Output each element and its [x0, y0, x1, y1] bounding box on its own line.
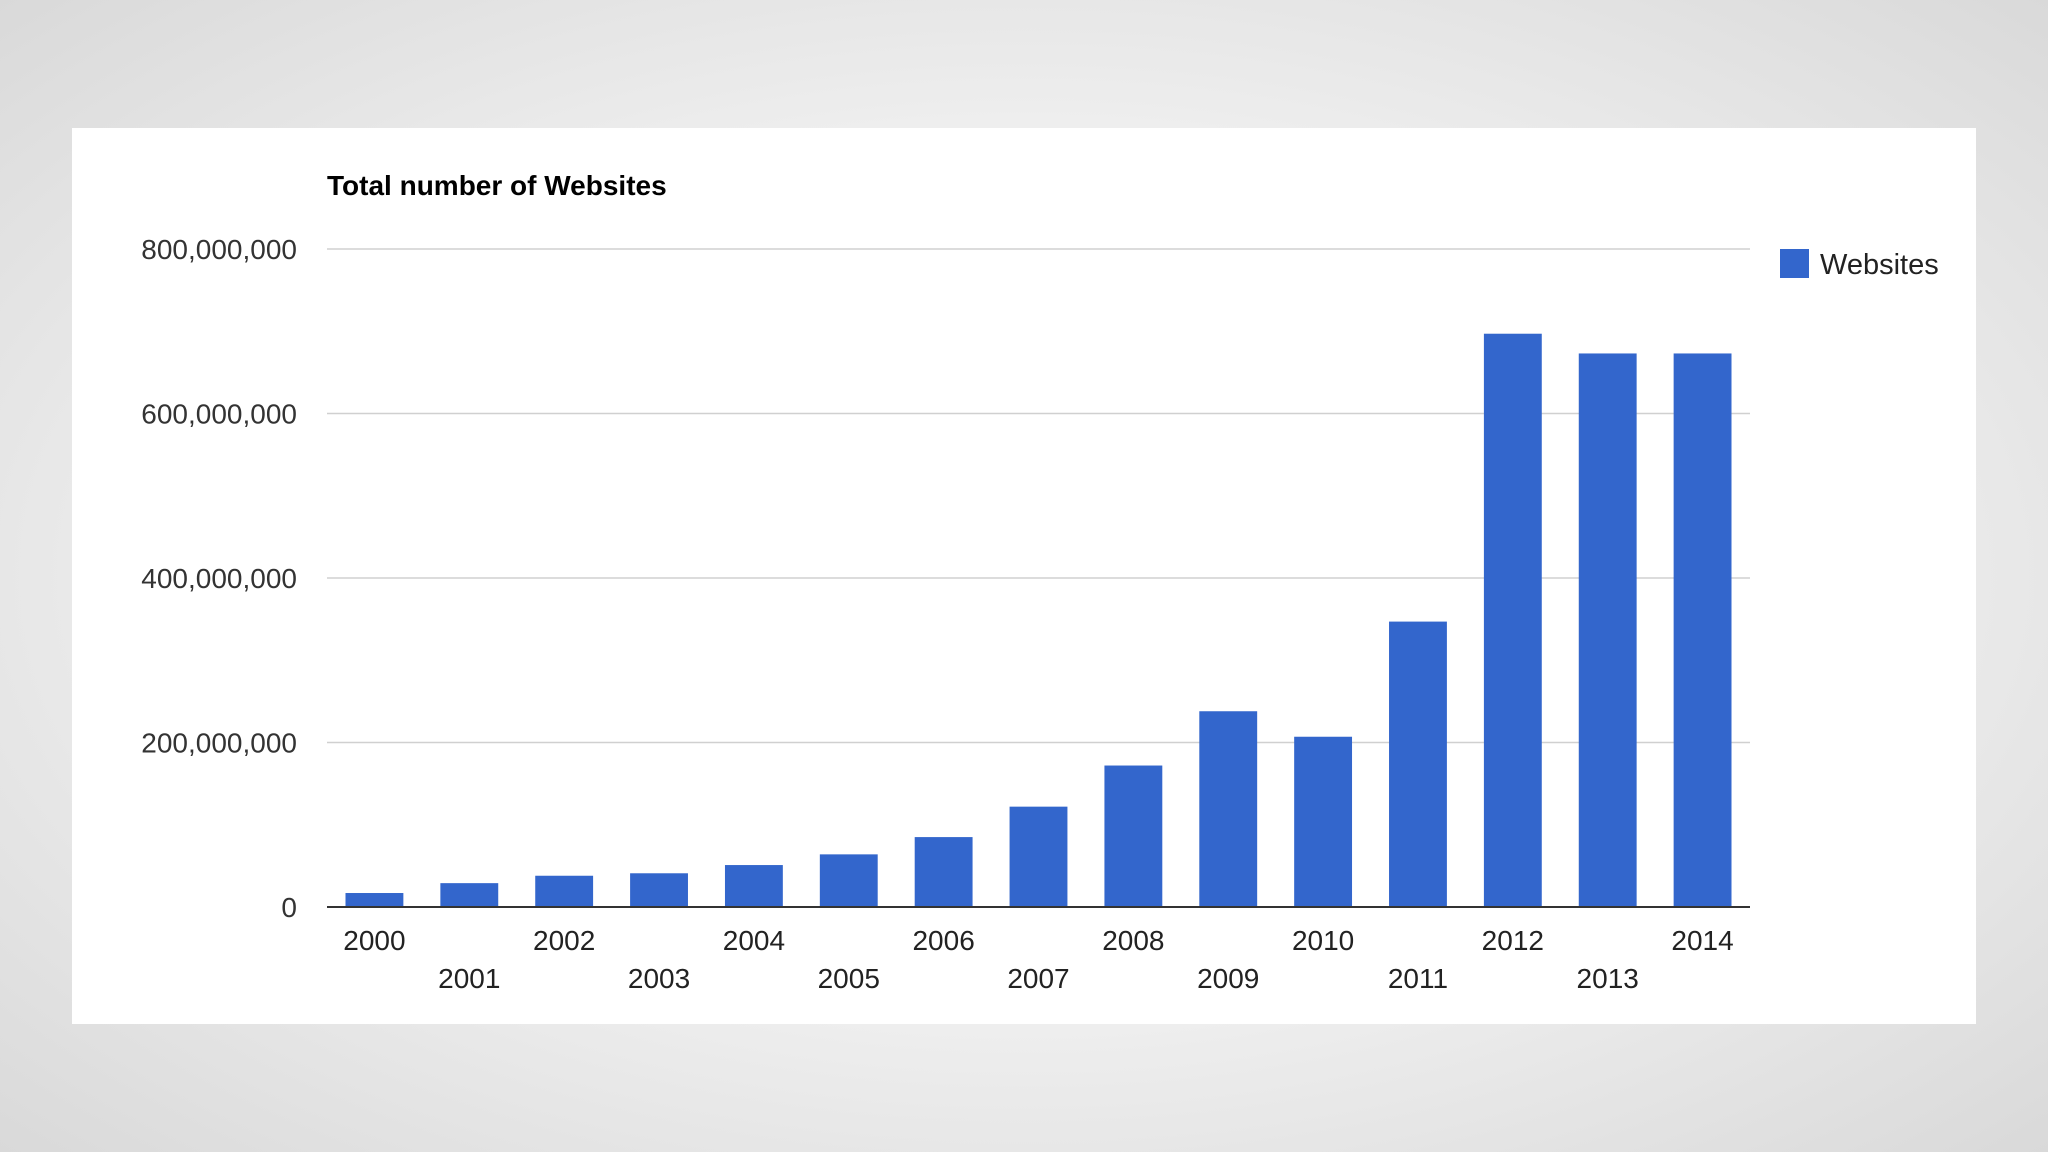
chart-title: Total number of Websites	[327, 170, 667, 201]
x-tick-label-2006: 2006	[912, 925, 974, 956]
x-tick-label-2012: 2012	[1482, 925, 1544, 956]
chart-card: Total number of Websites 0 200,000,000 400…	[72, 128, 1976, 1024]
bar-2004	[724, 865, 783, 907]
bar-2008	[1104, 765, 1163, 907]
x-tick-label-2008: 2008	[1102, 925, 1164, 956]
x-tick-label-2002: 2002	[533, 925, 595, 956]
x-tick-label-2010: 2010	[1292, 925, 1354, 956]
y-tick-label: 600,000,000	[141, 399, 297, 430]
x-tick-label-2005: 2005	[818, 963, 880, 994]
bar-2002	[535, 875, 594, 907]
y-tick-label: 200,000,000	[141, 728, 297, 759]
x-tick-label-2009: 2009	[1197, 963, 1259, 994]
bar-2006	[914, 837, 973, 907]
x-axis-ticks: 2000 2001 2002 2003 2004 2005 2006 2007 2008 2009…	[343, 925, 1733, 994]
legend: Websites	[1780, 249, 1939, 281]
x-tick-label-2011: 2011	[1388, 963, 1448, 994]
bar-2000	[345, 893, 404, 907]
x-tick-label-2004: 2004	[723, 925, 785, 956]
bar-2010	[1294, 736, 1353, 907]
y-axis-ticks: 0 200,000,000 400,000,000 600,000,000 800,00…	[141, 234, 297, 923]
bar-2003	[630, 873, 688, 907]
legend-label-websites: Websites	[1820, 249, 1939, 281]
x-tick-label-2003: 2003	[628, 963, 690, 994]
y-tick-label: 0	[281, 892, 297, 923]
bar-2007	[1009, 806, 1068, 907]
legend-swatch-websites	[1780, 249, 1809, 278]
y-tick-label: 400,000,000	[141, 563, 297, 594]
bar-2013	[1578, 353, 1637, 907]
x-tick-label-2013: 2013	[1577, 963, 1639, 994]
bar-2005	[819, 854, 878, 907]
bar-2009	[1199, 711, 1258, 907]
bars	[345, 333, 1732, 907]
bar-2011	[1389, 621, 1447, 907]
bar-2012	[1483, 333, 1542, 907]
x-tick-label-2001: 2001	[438, 963, 500, 994]
bar-2014	[1673, 353, 1732, 907]
bar-chart: Total number of Websites 0 200,000,000 400…	[141, 170, 1939, 994]
x-tick-label-2000: 2000	[343, 925, 405, 956]
bar-2001	[440, 883, 499, 907]
y-tick-label: 800,000,000	[141, 234, 297, 265]
x-tick-label-2007: 2007	[1007, 963, 1069, 994]
x-tick-label-2014: 2014	[1671, 925, 1733, 956]
